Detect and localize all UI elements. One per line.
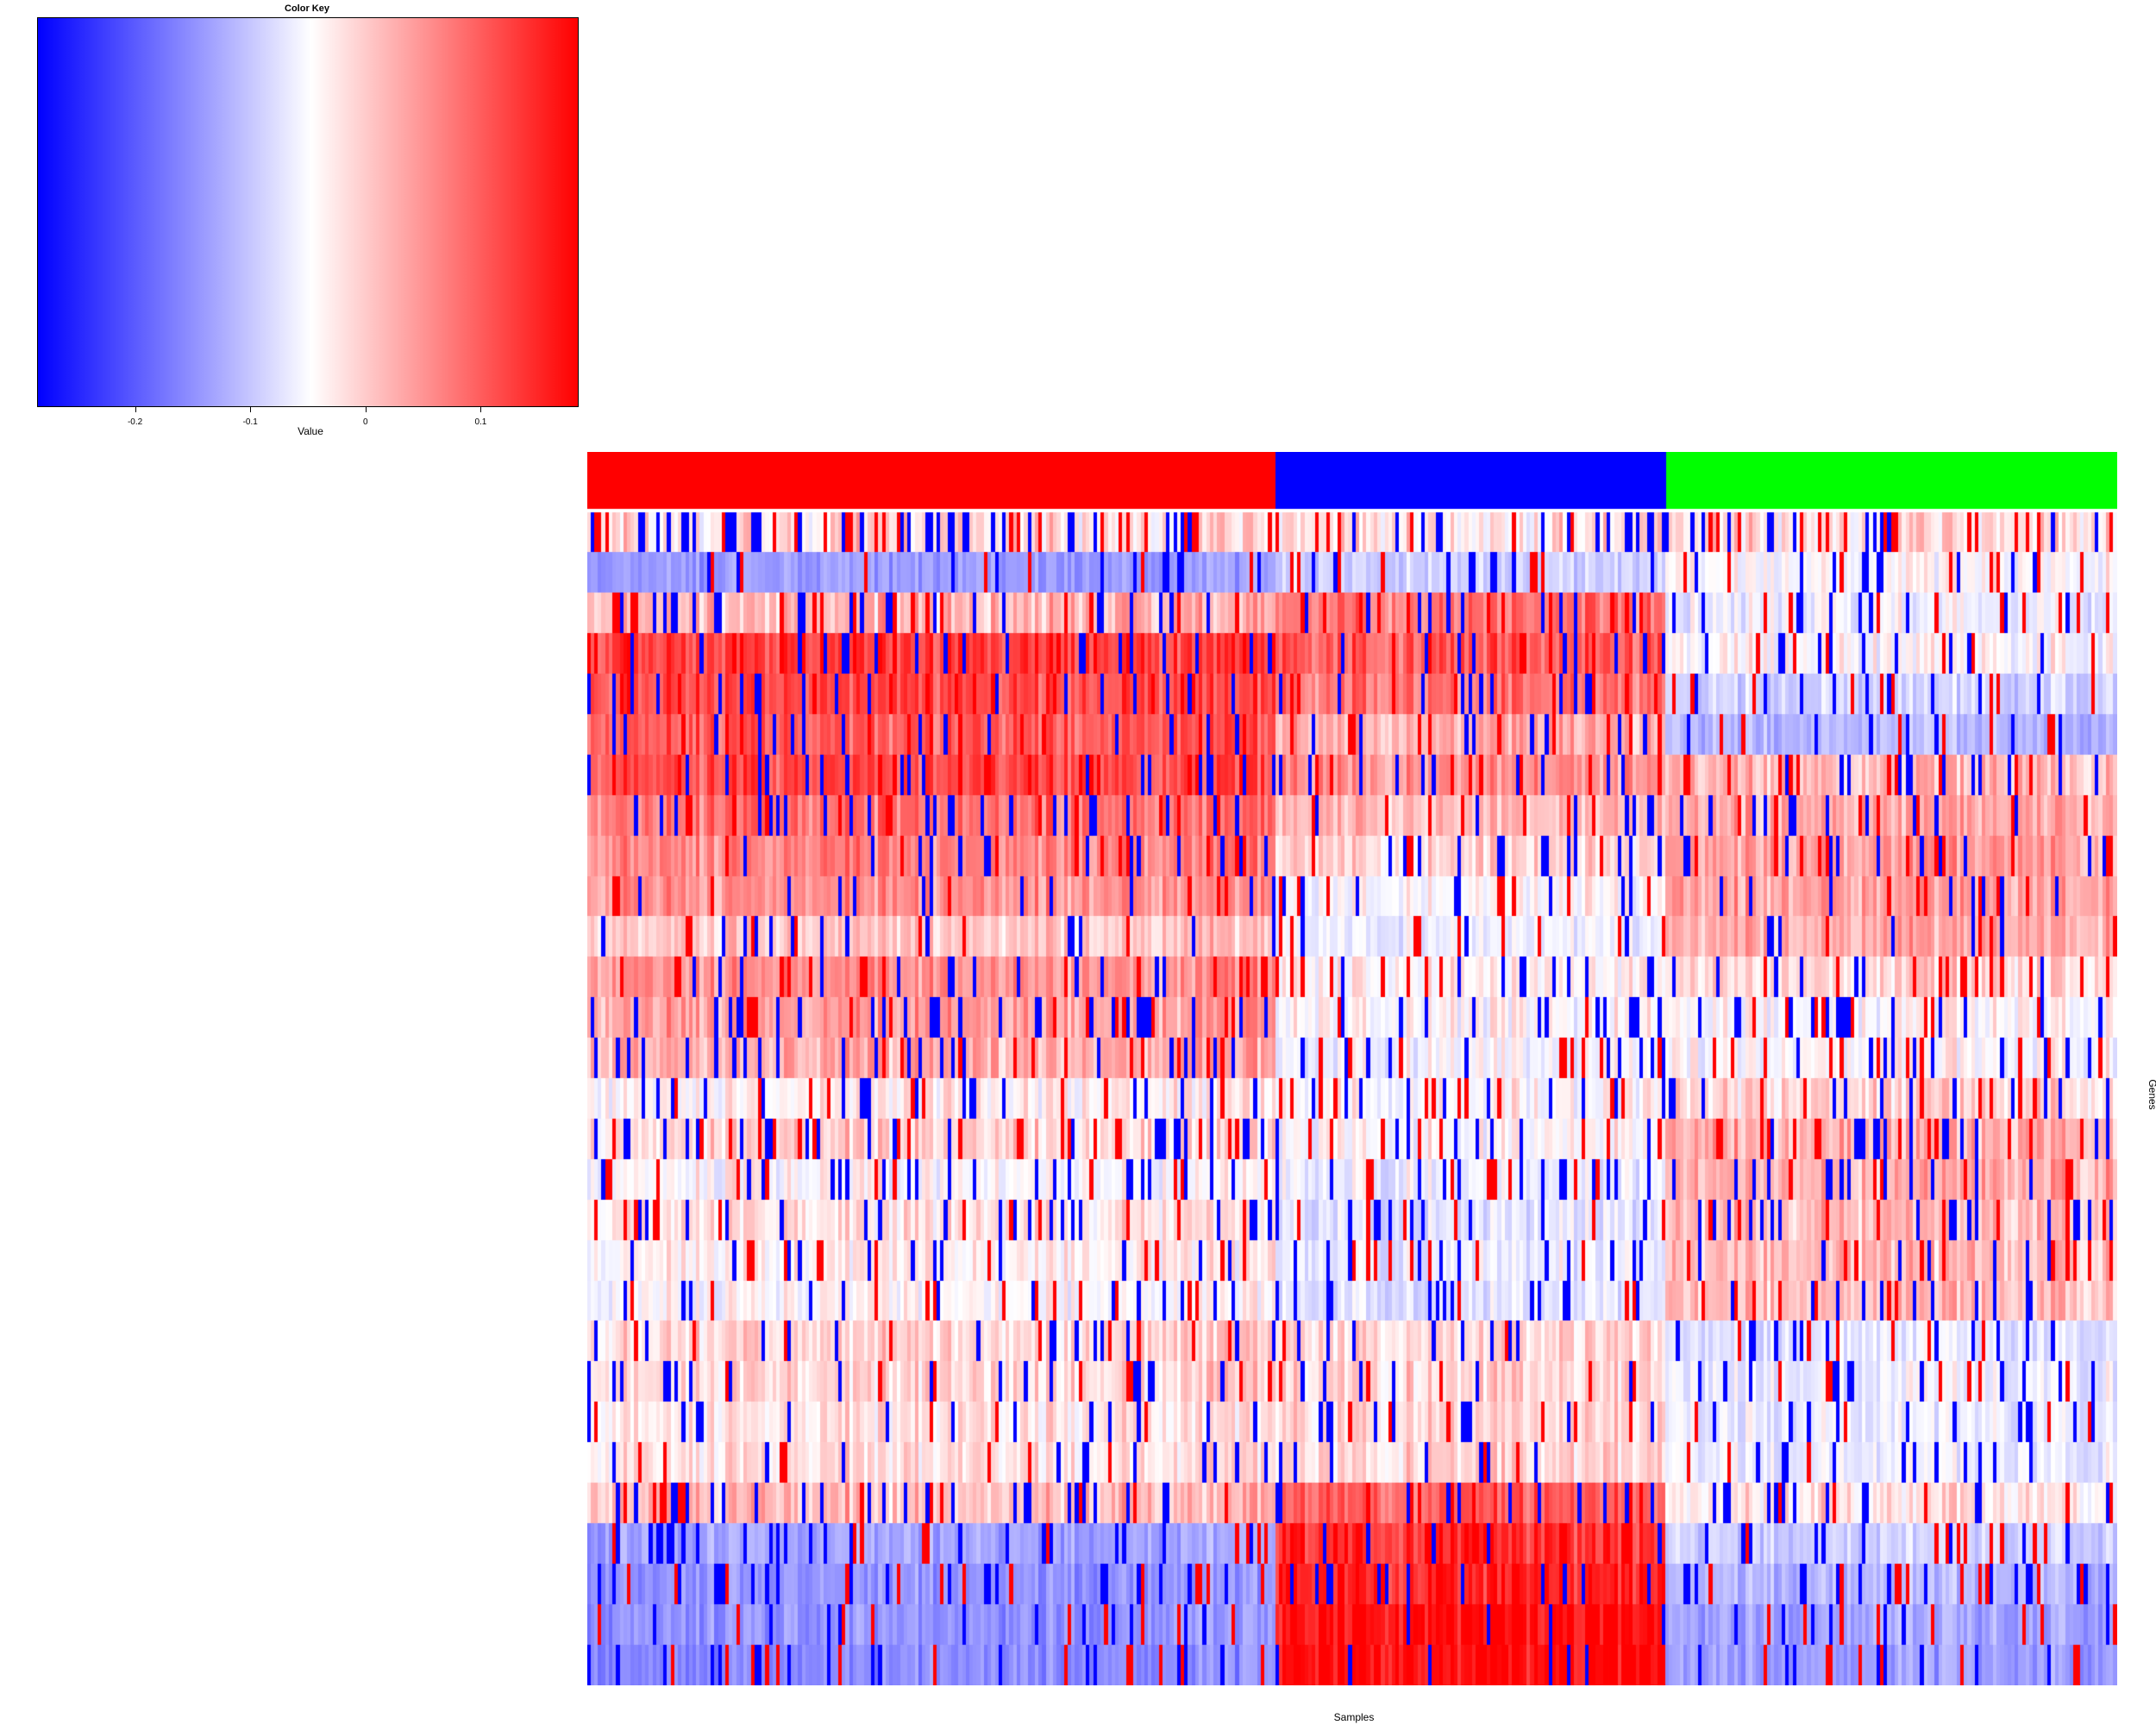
color-key-tick (480, 407, 482, 412)
color-key-tick (365, 407, 367, 412)
color-key-xlabel: Value (298, 425, 323, 437)
color-key-gradient (38, 18, 578, 406)
color-key-legend (37, 17, 579, 407)
color-key-tick-label: 0.1 (474, 417, 487, 427)
color-key-tick-label: 0 (363, 417, 368, 427)
color-key-tick-label: -0.2 (127, 417, 143, 427)
color-key-tick (135, 407, 136, 412)
color-key-tick-label: -0.1 (242, 417, 258, 427)
y-axis-label: Genes (2147, 1079, 2156, 1110)
heatmap-plot (587, 452, 2117, 1685)
x-axis-label: Samples (1333, 1711, 1375, 1723)
color-key-tick (250, 407, 252, 412)
color-key-title: Color Key (285, 3, 329, 14)
